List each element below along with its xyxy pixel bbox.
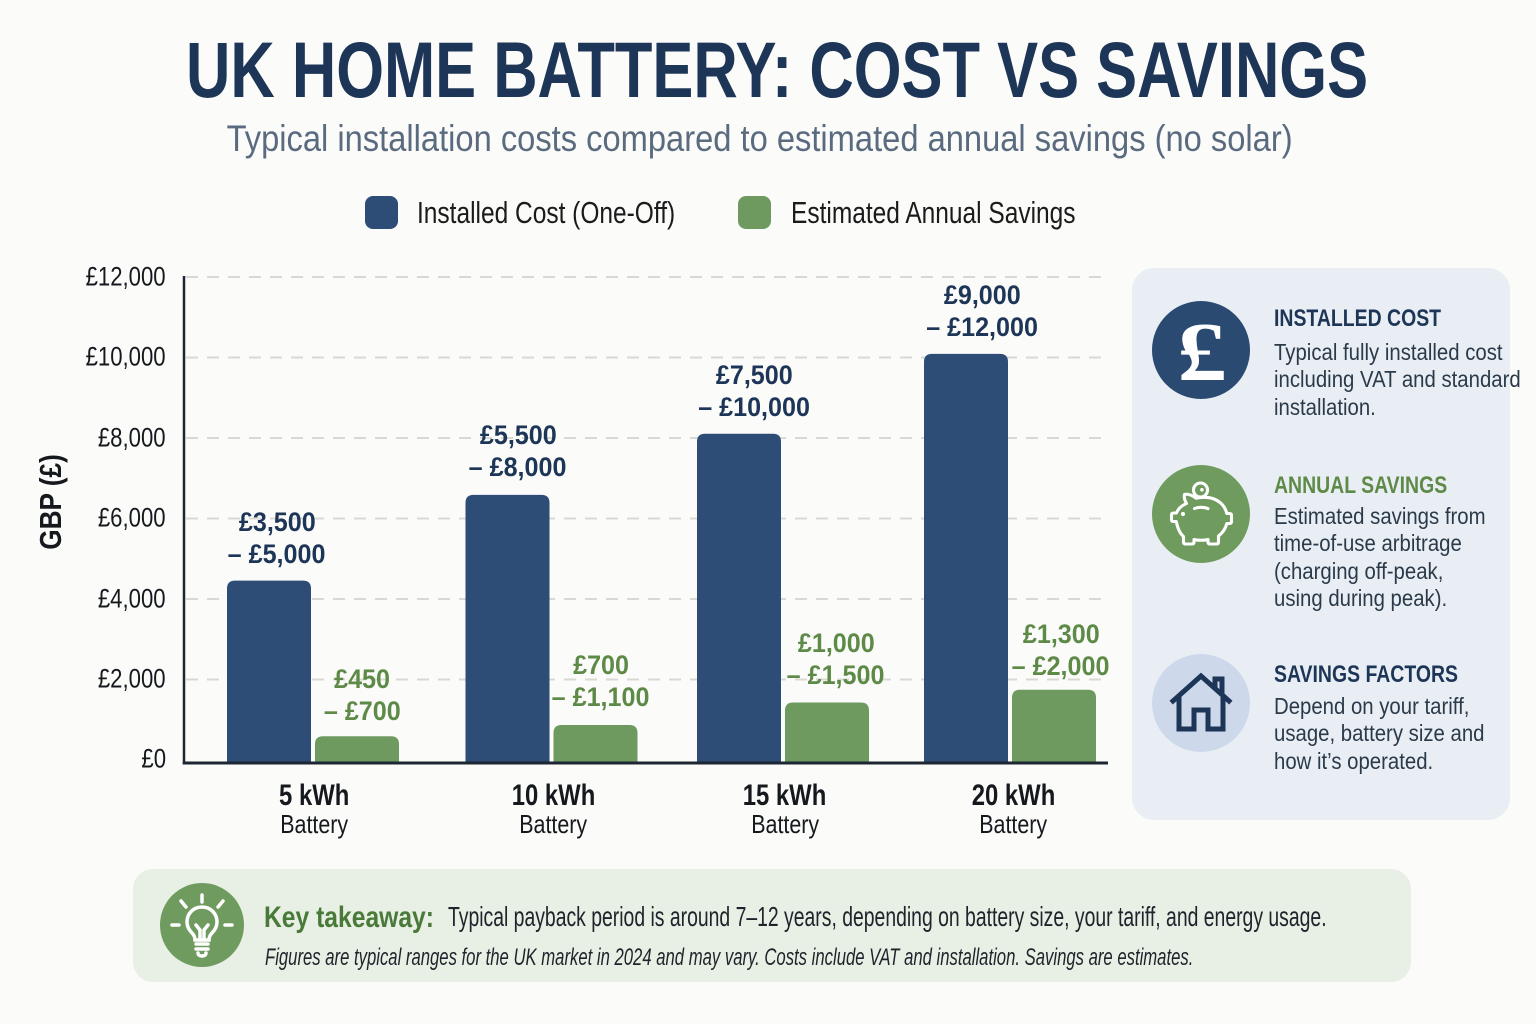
svg-text:£: £ — [1177, 305, 1227, 398]
